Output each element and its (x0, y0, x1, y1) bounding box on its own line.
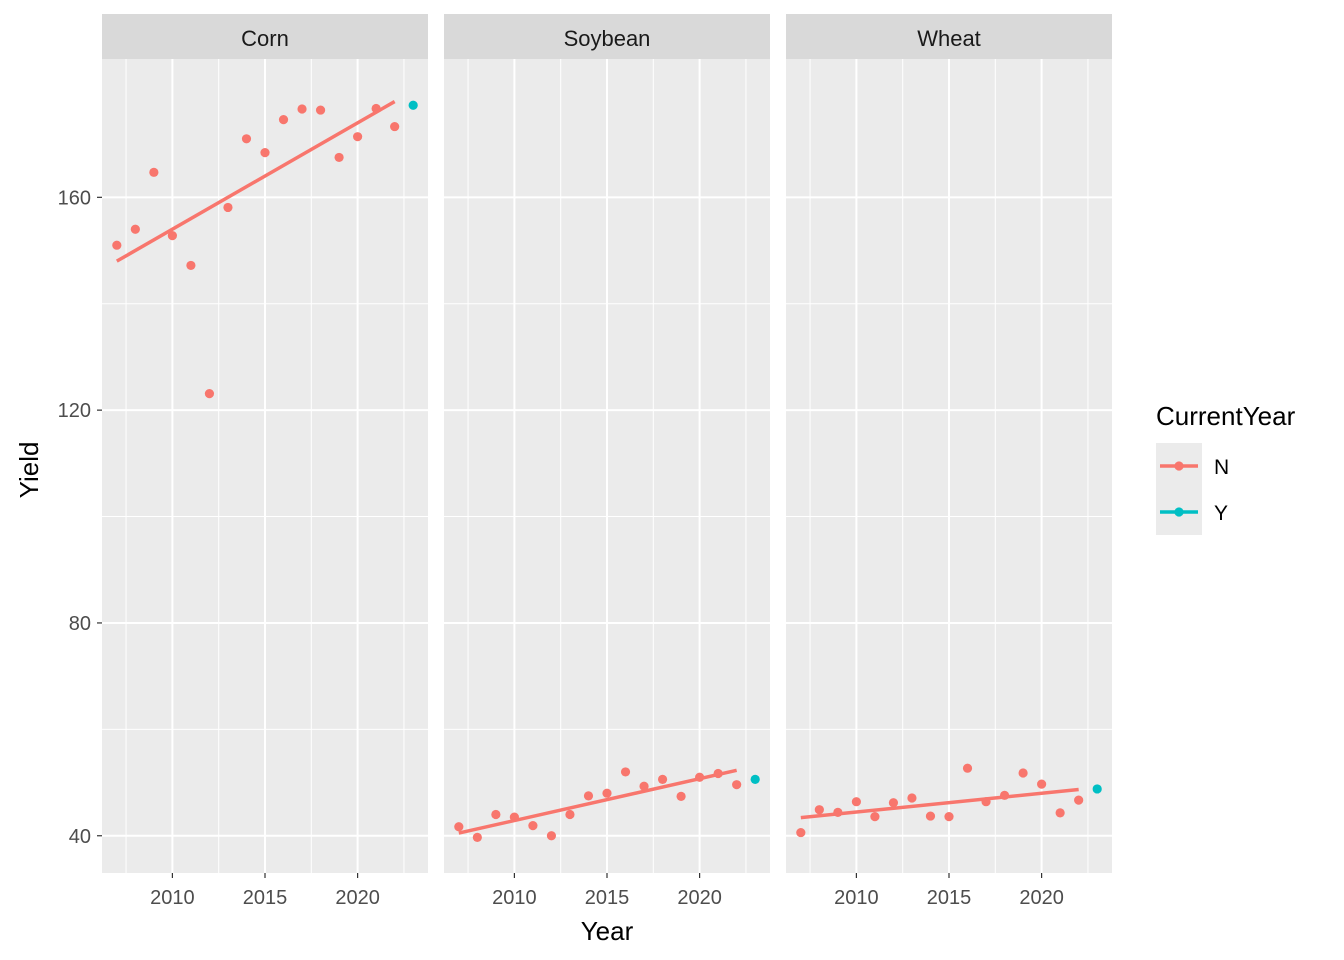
facet-strip-label: Soybean (564, 26, 651, 51)
legend-key-point (1174, 461, 1184, 471)
data-point (925, 811, 936, 821)
trend-line (458, 768, 738, 835)
data-point (112, 240, 122, 250)
data-point (870, 812, 880, 822)
facet-strip (102, 14, 428, 59)
x-tick-label: 2015 (927, 887, 972, 909)
data-point (981, 797, 991, 807)
data-point (944, 812, 954, 822)
y-tick-label: 40 (69, 826, 91, 848)
data-point (371, 103, 381, 114)
data-point (509, 812, 519, 822)
data-point (454, 822, 464, 832)
trend-line (800, 787, 1079, 820)
y-tick-label: 160 (58, 187, 91, 209)
data-point (1055, 808, 1065, 818)
data-point (565, 809, 575, 820)
data-point (657, 774, 668, 784)
data-point (408, 100, 418, 110)
data-point (1018, 768, 1028, 778)
data-point (583, 791, 594, 801)
data-point (297, 104, 307, 114)
data-point (695, 772, 705, 782)
data-point (334, 152, 344, 163)
data-point (472, 832, 482, 842)
data-point (1092, 784, 1102, 794)
data-point (260, 148, 270, 158)
x-tick-label: 2015 (243, 887, 288, 909)
data-point (888, 798, 899, 808)
data-point (732, 780, 742, 790)
facet-strip-label: Wheat (917, 26, 981, 51)
data-point (149, 167, 159, 177)
facet-strip-label: Corn (241, 26, 289, 51)
data-point (639, 781, 649, 791)
data-point (676, 791, 686, 801)
data-point (241, 134, 252, 144)
x-tick-label: 2020 (1019, 887, 1064, 909)
data-point (814, 805, 824, 815)
legend-key-point (1174, 507, 1184, 517)
data-point (204, 389, 215, 399)
facet-panel-wheat: Wheat 2010 2015 2020 (786, 14, 1112, 909)
facet-strip (786, 14, 1112, 59)
data-point (796, 827, 806, 838)
data-point (278, 115, 289, 125)
data-point (851, 797, 861, 807)
data-point (167, 231, 177, 241)
data-point (602, 788, 612, 798)
data-point (962, 763, 973, 773)
x-tick-label: 2010 (150, 887, 195, 909)
y-axis: 40 80 120 160 (58, 187, 102, 848)
data-point (223, 202, 233, 213)
y-tick-label: 80 (69, 613, 91, 635)
data-point (1074, 795, 1084, 805)
facet-strip (444, 14, 770, 59)
data-point (315, 105, 326, 115)
x-tick-label: 2010 (834, 887, 879, 909)
data-point (833, 807, 843, 817)
facet-panel-soybean: Soybean 2010 2015 2020 (444, 14, 770, 909)
data-point (130, 224, 140, 234)
x-tick-label: 2020 (677, 887, 722, 909)
x-tick-label: 2015 (585, 887, 630, 909)
data-point (353, 132, 363, 142)
data-point (620, 767, 631, 777)
data-point (907, 793, 917, 803)
x-axis-title: Year (581, 916, 634, 946)
data-point (528, 821, 538, 831)
legend-title: CurrentYear (1156, 401, 1296, 431)
data-point (390, 121, 400, 132)
data-point (491, 809, 501, 820)
legend: CurrentYear NY (1156, 401, 1296, 535)
data-point (750, 774, 760, 784)
y-tick-label: 120 (58, 400, 91, 422)
data-point (186, 260, 196, 271)
legend-entry-label: N (1214, 456, 1229, 479)
x-tick-label: 2020 (335, 887, 380, 909)
facet-panel-corn: Corn 2010 2015 2020 (102, 14, 428, 909)
data-point (546, 831, 557, 841)
x-tick-label: 2010 (492, 887, 537, 909)
data-point (999, 790, 1010, 800)
data-point (1037, 779, 1047, 789)
data-point (713, 768, 723, 779)
legend-entry-label: Y (1214, 502, 1228, 525)
trend-line (115, 100, 396, 263)
y-axis-title: Yield (14, 442, 44, 499)
